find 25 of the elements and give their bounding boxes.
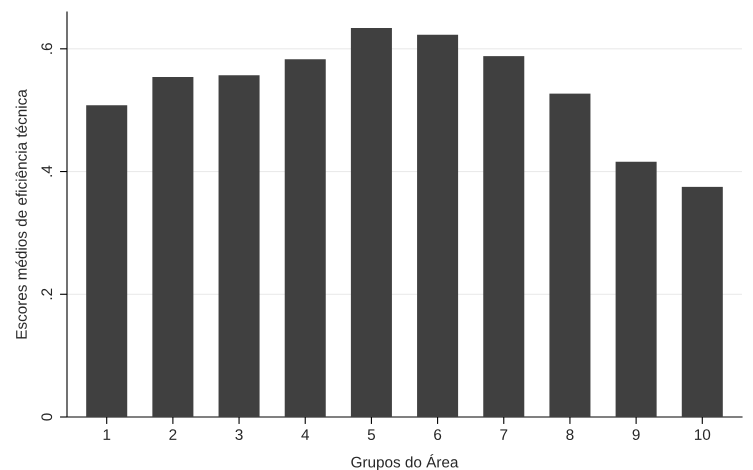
y-tick-label: .6: [41, 43, 52, 54]
bar: [350, 28, 392, 417]
bar: [417, 34, 458, 417]
x-tick-label: 7: [500, 429, 508, 440]
bar: [483, 56, 524, 417]
y-tick-label: .4: [42, 166, 52, 177]
bar: [549, 94, 590, 417]
bar: [616, 162, 657, 417]
x-tick-label: 9: [632, 429, 640, 440]
y-tick-label: .2: [41, 288, 52, 300]
y-axis-title: Escores médios de eficiência técnica: [15, 89, 27, 338]
x-tick-label: 4: [301, 429, 310, 440]
bar: [86, 105, 128, 417]
x-tick-label: 1: [104, 429, 110, 440]
y-tick-label: 0: [41, 413, 52, 421]
x-tick-label: 8: [566, 429, 574, 440]
bar: [682, 186, 723, 417]
x-tick-label: 5: [368, 429, 376, 440]
x-tick-label: 3: [235, 429, 243, 440]
bar: [284, 59, 326, 417]
x-tick-label: 10: [694, 429, 710, 440]
bar: [218, 75, 260, 417]
bar: [152, 77, 194, 417]
x-tick-label: 6: [434, 429, 442, 440]
x-tick-label: 2: [169, 429, 176, 440]
